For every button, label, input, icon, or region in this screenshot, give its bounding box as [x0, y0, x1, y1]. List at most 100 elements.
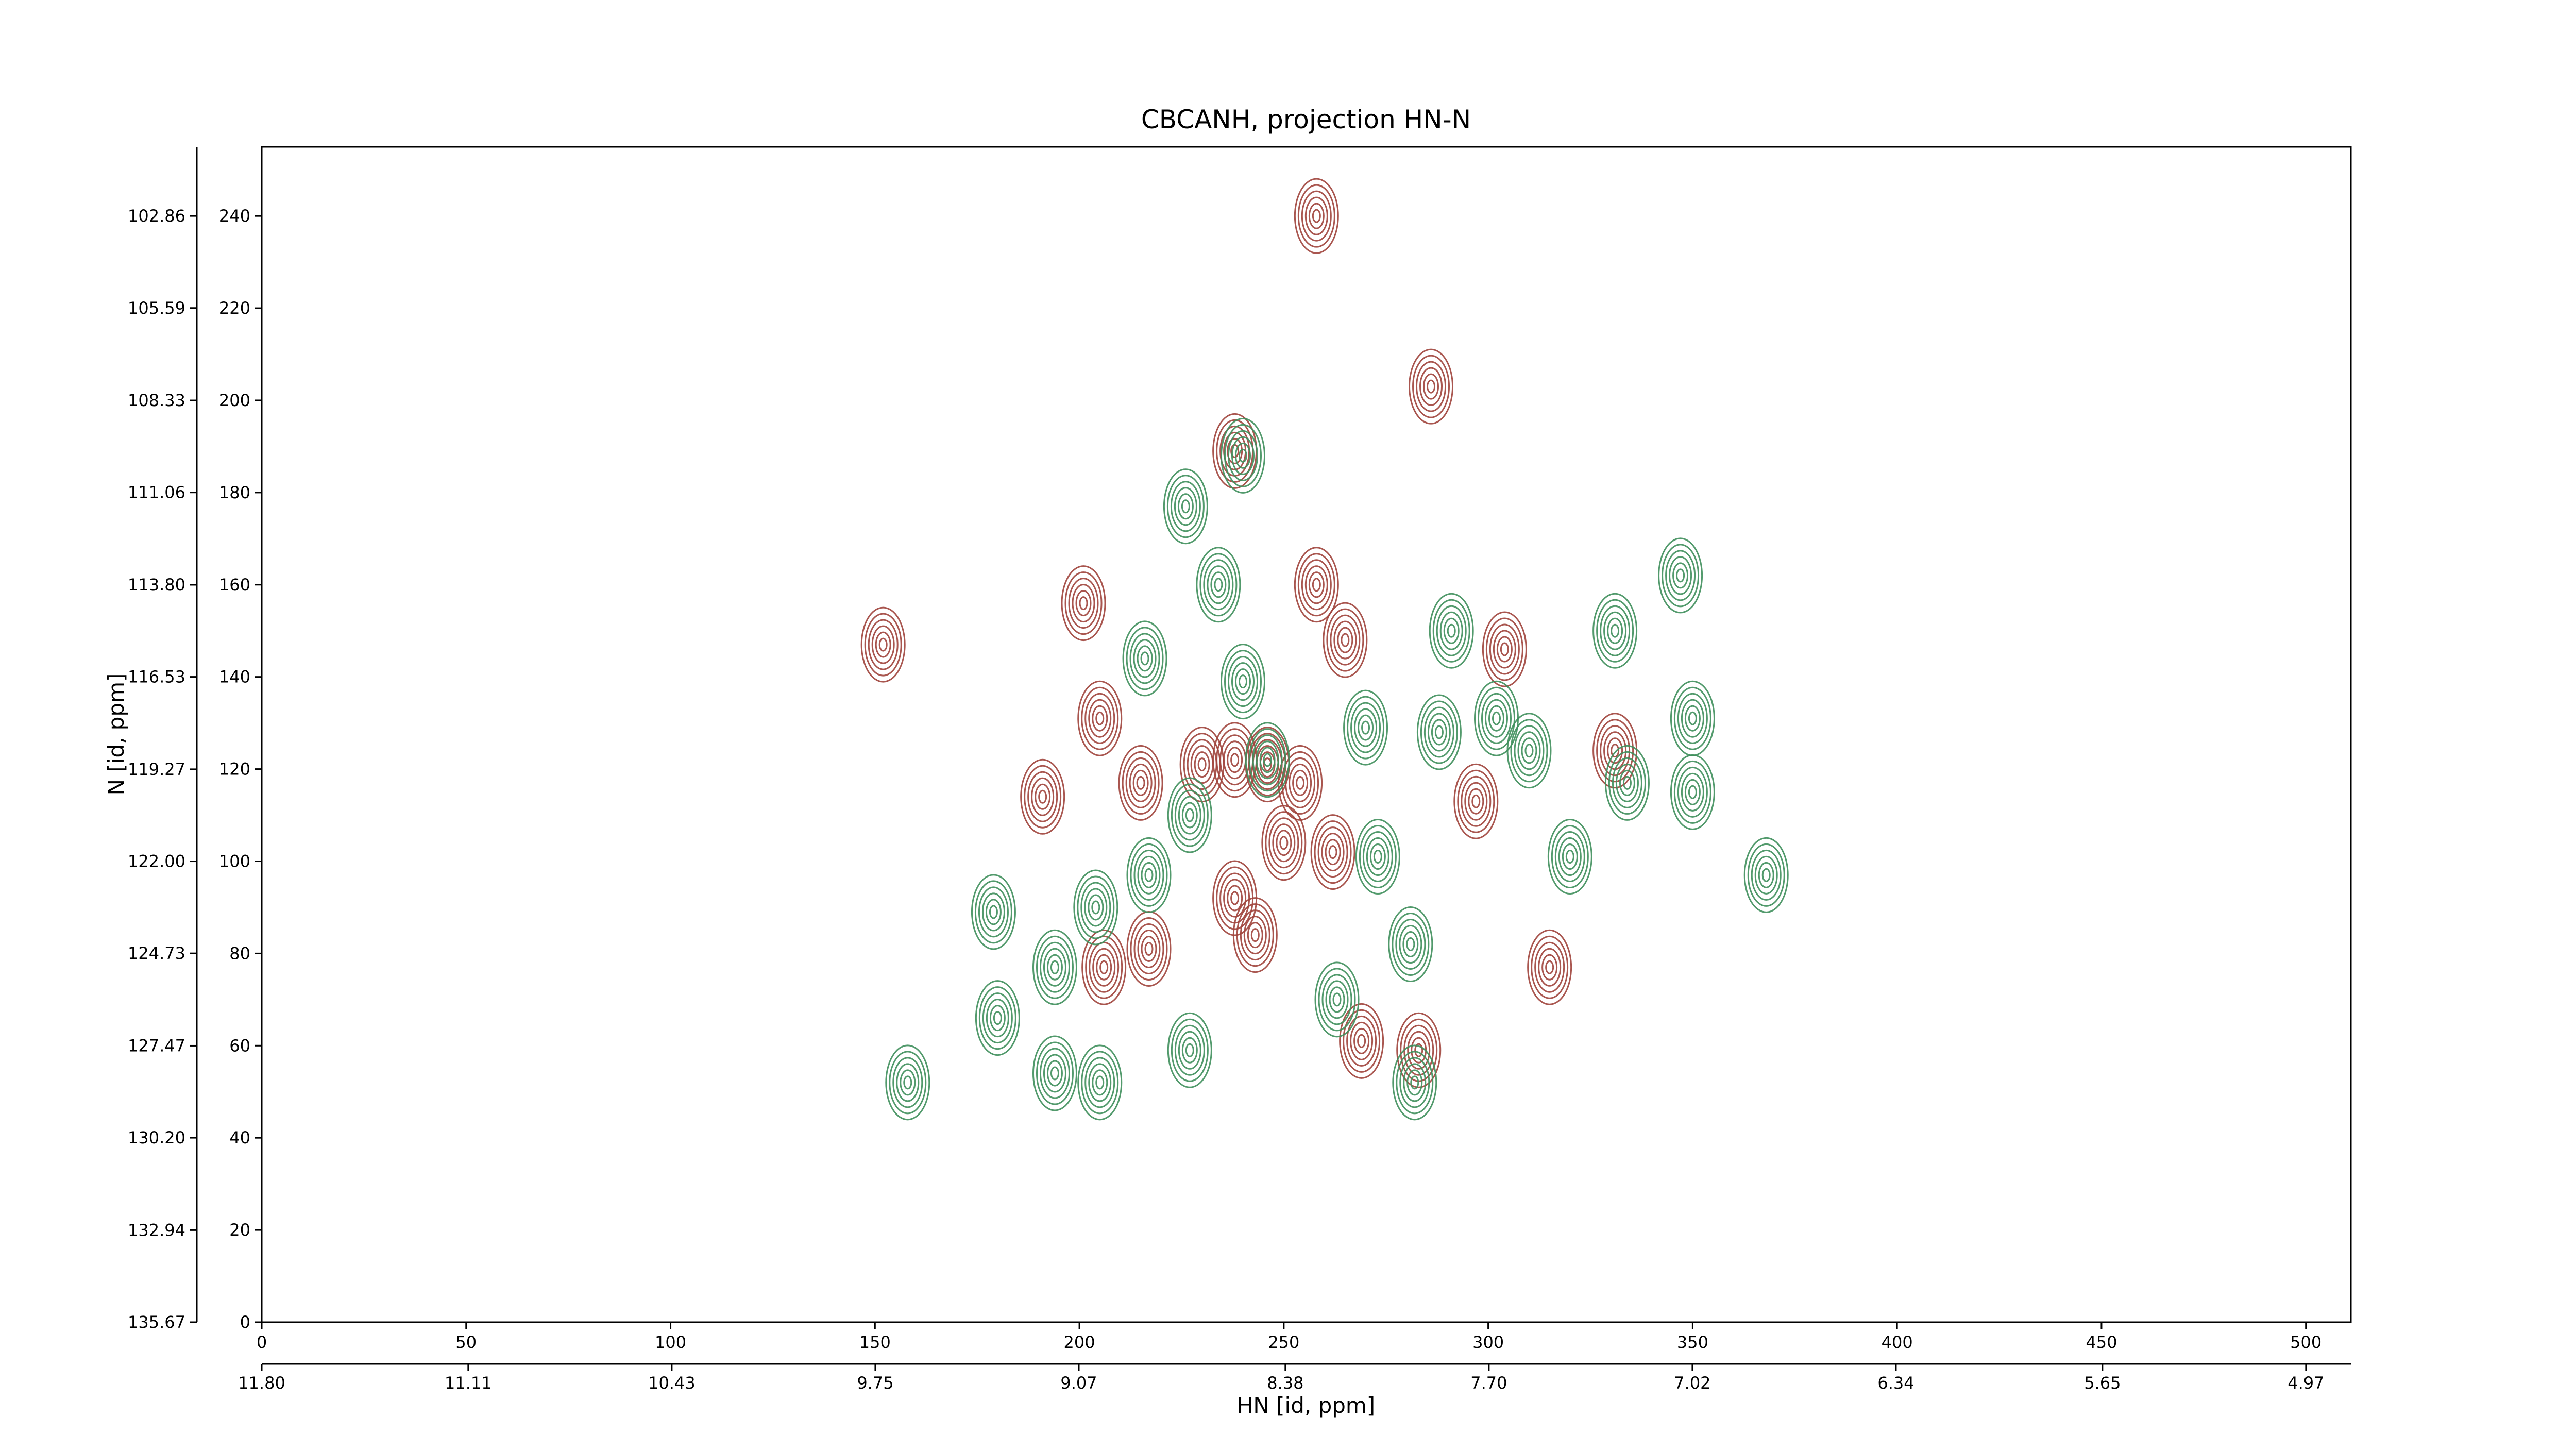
contour-level — [1359, 825, 1397, 889]
contour-level — [1126, 627, 1164, 690]
contour-level — [1099, 960, 1109, 974]
contour-level — [1092, 1069, 1108, 1096]
contour-peak — [1261, 805, 1307, 881]
contour-level — [1318, 968, 1356, 1032]
x-tick-label: 400 — [1882, 1332, 1913, 1352]
contour-level — [1308, 571, 1325, 598]
contour-level — [978, 986, 1016, 1050]
contour-level — [1453, 763, 1499, 839]
contour-peak — [1163, 468, 1208, 545]
contour-level — [1024, 765, 1062, 829]
contour-level — [1325, 980, 1349, 1019]
contour-level — [1510, 719, 1548, 783]
contour-level — [1046, 954, 1063, 981]
contour-level — [1596, 719, 1634, 783]
y-tick-label: 200 — [219, 391, 250, 410]
contour-level — [1330, 614, 1361, 666]
contour-level — [1464, 782, 1488, 821]
contour-peak — [1081, 929, 1127, 1005]
contour-level — [1612, 757, 1642, 808]
contour-level — [1027, 771, 1058, 822]
contour-level — [1361, 720, 1370, 735]
contour-peak — [1527, 929, 1572, 1005]
contour-peak — [1167, 1012, 1212, 1088]
contour-level — [1230, 753, 1240, 767]
contour-level — [1414, 1043, 1423, 1057]
contour-peak — [1416, 694, 1462, 770]
plot-frame — [261, 146, 2352, 1323]
contour-level — [1096, 954, 1112, 981]
contour-peak — [971, 874, 1016, 950]
x2-tick-label: 9.75 — [857, 1373, 893, 1393]
contour-level — [1252, 734, 1283, 786]
contour-level — [1046, 1060, 1063, 1087]
x2-tick-label: 10.43 — [648, 1373, 696, 1393]
contour-level — [864, 613, 902, 677]
contour-level — [1122, 751, 1160, 815]
contour-level — [1125, 757, 1156, 808]
contour-level — [1406, 1069, 1423, 1096]
contour-level — [1673, 760, 1711, 824]
contour-level — [1174, 487, 1197, 526]
contour-level — [1239, 674, 1248, 689]
contour-level — [1236, 903, 1274, 967]
contour-level — [1554, 831, 1585, 883]
contour-level — [1314, 820, 1352, 884]
contour-peak — [1020, 758, 1065, 835]
contour-level — [1036, 935, 1074, 999]
contour-level — [1521, 737, 1537, 764]
x2-tick-label: 7.02 — [1674, 1373, 1710, 1393]
contour-level — [1337, 627, 1353, 653]
y2-tick-label: 116.53 — [128, 667, 185, 687]
contour-level — [1392, 1044, 1437, 1121]
contour-level — [1085, 935, 1123, 999]
x2-tick-label: 7.70 — [1470, 1373, 1507, 1393]
x2-tick-label: 9.07 — [1060, 1373, 1097, 1393]
y-tick-label: 80 — [229, 943, 250, 963]
contour-level — [1259, 747, 1276, 773]
contour-peak — [1392, 1044, 1437, 1121]
contour-level — [1681, 699, 1704, 738]
contour-level — [1118, 745, 1163, 821]
contour-level — [1688, 711, 1697, 726]
contour-peak — [1343, 689, 1388, 766]
contour-level — [868, 619, 899, 670]
contour-level — [1558, 837, 1582, 876]
y2-tick-label: 127.47 — [128, 1036, 185, 1055]
contour-level — [1326, 608, 1364, 672]
contour-level — [1064, 571, 1103, 635]
contour-level — [1551, 825, 1589, 889]
contour-level — [1297, 184, 1335, 248]
contour-level — [1565, 850, 1574, 864]
x-tick-label: 0 — [257, 1332, 267, 1352]
contour-level — [1471, 794, 1481, 808]
contour-level — [1126, 837, 1172, 913]
x-tick-label: 500 — [2290, 1332, 2321, 1352]
contour-level — [1310, 814, 1355, 890]
contour-level — [1210, 571, 1227, 598]
contour-level — [1341, 633, 1350, 647]
contour-level — [1178, 1031, 1201, 1070]
contour-level — [1395, 919, 1426, 970]
contour-level — [1259, 751, 1276, 778]
contour-level — [1196, 547, 1241, 623]
y-tick-label: 140 — [219, 667, 250, 687]
contour-level — [1171, 783, 1209, 847]
contour-level — [1427, 713, 1451, 752]
contour-level — [1402, 931, 1419, 958]
x-tick-label: 200 — [1064, 1332, 1095, 1352]
contour-level — [1177, 493, 1194, 520]
contour-level — [1329, 986, 1345, 1013]
contour-level — [1091, 900, 1100, 915]
contour-level — [878, 637, 888, 652]
y2-tick-label: 132.94 — [128, 1220, 185, 1240]
contour-level — [1407, 1031, 1431, 1070]
contour-level — [1461, 775, 1492, 827]
contour-level — [1333, 620, 1357, 660]
contour-level — [1677, 766, 1708, 818]
contour-level — [1431, 719, 1447, 746]
contour-level — [1240, 909, 1270, 961]
contour-level — [1373, 850, 1382, 864]
contour-level — [1604, 745, 1650, 821]
